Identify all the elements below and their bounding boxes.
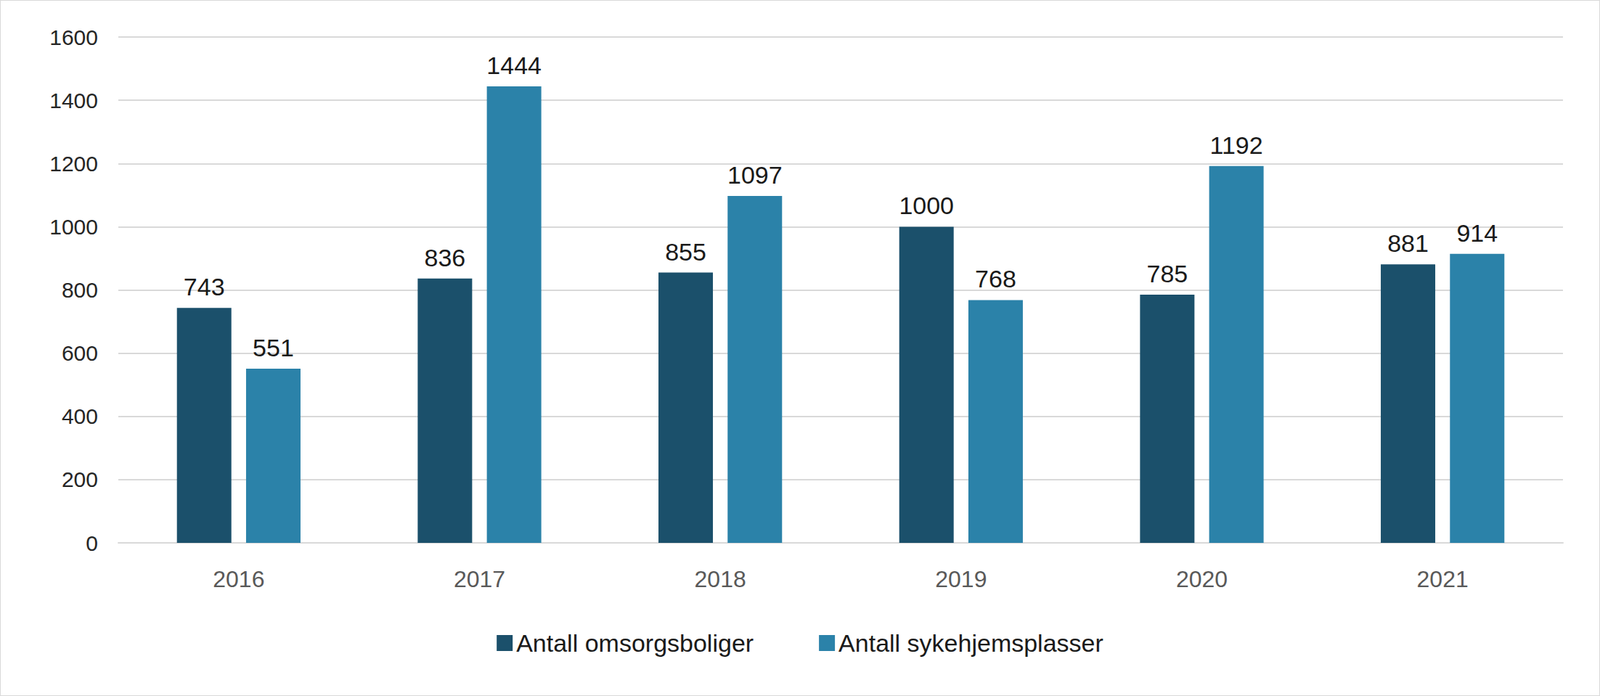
svg-text:2016: 2016: [212, 566, 265, 593]
svg-text:2021: 2021: [1417, 566, 1469, 593]
svg-text:1444: 1444: [486, 51, 542, 80]
svg-text:2020: 2020: [1176, 566, 1228, 593]
svg-text:855: 855: [664, 238, 707, 266]
svg-text:1097: 1097: [727, 161, 783, 189]
svg-text:800: 800: [61, 278, 99, 302]
svg-text:Antall sykehjemsplasser: Antall sykehjemsplasser: [838, 629, 1104, 657]
svg-text:0: 0: [85, 531, 99, 556]
svg-text:2018: 2018: [694, 566, 747, 593]
svg-text:785: 785: [1147, 259, 1189, 288]
svg-text:1200: 1200: [49, 151, 99, 176]
svg-text:881: 881: [1387, 229, 1429, 257]
svg-text:600: 600: [61, 341, 99, 366]
svg-text:768: 768: [974, 264, 1017, 293]
svg-text:1192: 1192: [1210, 131, 1264, 159]
svg-text:1000: 1000: [49, 214, 99, 239]
svg-text:1600: 1600: [49, 25, 99, 50]
svg-text:2019: 2019: [935, 566, 987, 593]
svg-text:400: 400: [61, 404, 99, 429]
svg-text:1400: 1400: [49, 88, 99, 113]
svg-text:1000: 1000: [898, 191, 954, 220]
svg-text:551: 551: [252, 333, 295, 362]
svg-text:2017: 2017: [453, 566, 506, 593]
svg-text:Antall omsorgsboliger: Antall omsorgsboliger: [516, 629, 754, 657]
svg-text:200: 200: [61, 467, 99, 492]
svg-text:836: 836: [424, 243, 467, 272]
svg-text:914: 914: [1456, 219, 1498, 247]
svg-text:743: 743: [183, 272, 226, 301]
